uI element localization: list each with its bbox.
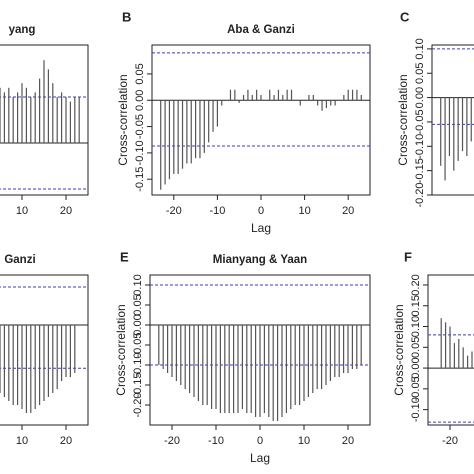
- y-tick-label: 0.10: [414, 38, 426, 59]
- x-tick-label: 10: [16, 435, 28, 447]
- y-tick-label: -0.20: [414, 182, 426, 207]
- panel-title: Aba & Ganzi: [227, 24, 295, 36]
- x-axis-label: Lag: [250, 451, 270, 465]
- x-tick-label: -10: [209, 205, 225, 217]
- x-tick-label: 20: [60, 205, 72, 217]
- y-tick-label: 0.00: [132, 314, 144, 335]
- y-tick-label: 0.00: [414, 87, 426, 108]
- panel-letter: B: [122, 9, 131, 24]
- y-tick-label: 0.20: [410, 274, 422, 295]
- y-tick-label: 0.00: [410, 357, 422, 378]
- y-tick-label: -0.05: [410, 376, 422, 401]
- panel-letter: C: [400, 9, 410, 24]
- panel-title: yang: [9, 24, 36, 36]
- y-tick-label: 0.15: [410, 295, 422, 316]
- x-tick-label: 0: [258, 205, 264, 217]
- panel-title: Ganzi: [4, 254, 35, 266]
- x-tick-label: 20: [60, 435, 72, 447]
- y-tick-label: 0.05: [414, 63, 426, 84]
- x-tick-label: 20: [342, 435, 354, 447]
- panel-letter: E: [120, 249, 129, 264]
- y-tick-label: -0.15: [132, 372, 144, 397]
- y-axis-label: Cross-correlation: [114, 304, 128, 395]
- y-tick-label: 0.10: [132, 274, 144, 295]
- y-tick-label: -0.05: [132, 332, 144, 357]
- x-tick-label: -10: [208, 435, 224, 447]
- y-tick-label: -0.15: [414, 158, 426, 183]
- panel-letter: F: [404, 249, 412, 264]
- y-axis-label: Cross-correlation: [396, 74, 410, 165]
- y-tick-label: -0.05: [134, 114, 146, 139]
- x-tick-label: 20: [342, 205, 354, 217]
- plot-frame: [431, 44, 474, 196]
- y-axis-label: Cross-correlation: [392, 304, 406, 395]
- y-tick-label: -0.10: [132, 352, 144, 377]
- y-tick-label: 0.05: [134, 63, 146, 84]
- x-tick-label: 0: [257, 435, 263, 447]
- panel-title: Mianyang & Yaan: [213, 254, 307, 266]
- y-tick-label: -0.10: [414, 134, 426, 159]
- plot-frame: [0, 274, 89, 426]
- x-tick-label: -20: [164, 435, 180, 447]
- x-tick-label: -20: [166, 205, 182, 217]
- y-tick-label: -0.20: [132, 392, 144, 417]
- y-tick-label: -0.05: [414, 109, 426, 134]
- y-tick-label: 0.00: [134, 90, 146, 111]
- plot-frame: [0, 44, 89, 196]
- y-tick-label: 0.10: [410, 316, 422, 337]
- y-tick-label: -0.10: [134, 140, 146, 165]
- plot-frame: [427, 274, 474, 426]
- plot-frame: [151, 44, 371, 196]
- x-tick-label: 10: [16, 205, 28, 217]
- y-tick-label: -0.10: [410, 397, 422, 422]
- y-tick-label: 0.05: [132, 294, 144, 315]
- x-tick-label: 10: [298, 435, 310, 447]
- x-axis-label: Lag: [251, 221, 271, 235]
- x-tick-label: 10: [298, 205, 310, 217]
- y-tick-label: -0.15: [134, 167, 146, 192]
- x-tick-label: -20: [442, 435, 458, 447]
- y-axis-label: Cross-correlation: [116, 74, 130, 165]
- y-tick-label: 0.05: [410, 337, 422, 358]
